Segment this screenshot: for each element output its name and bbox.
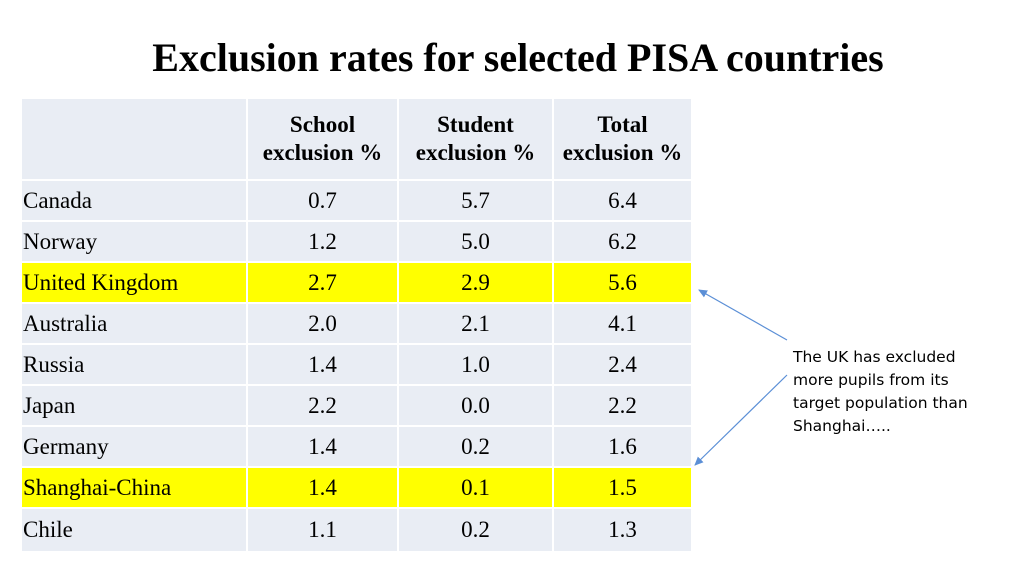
- school-exclusion-cell: 1.4: [248, 427, 397, 466]
- school-exclusion-cell: 1.4: [248, 468, 397, 507]
- student-exclusion-cell: 5.7: [399, 181, 552, 220]
- total-exclusion-cell: 2.4: [554, 345, 691, 384]
- header-student-exclusion: Student exclusion %: [399, 99, 552, 179]
- student-exclusion-cell: 5.0: [399, 222, 552, 261]
- student-exclusion-cell: 0.2: [399, 427, 552, 466]
- student-exclusion-cell: 2.1: [399, 304, 552, 343]
- table-row: Germany 1.4 0.2 1.6: [22, 427, 691, 466]
- student-exclusion-cell: 2.9: [399, 263, 552, 302]
- country-cell: Shanghai-China: [22, 468, 246, 507]
- arrow-to-shanghai-row: [694, 374, 788, 466]
- student-exclusion-cell: 1.0: [399, 345, 552, 384]
- table-row: Shanghai-China 1.4 0.1 1.5: [22, 468, 691, 507]
- table-row: Australia 2.0 2.1 4.1: [22, 304, 691, 343]
- school-exclusion-cell: 0.7: [248, 181, 397, 220]
- country-cell: Russia: [22, 345, 246, 384]
- school-exclusion-cell: 1.1: [248, 509, 397, 551]
- school-exclusion-cell: 2.7: [248, 263, 397, 302]
- total-exclusion-cell: 1.5: [554, 468, 691, 507]
- header-total-exclusion: Total exclusion %: [554, 99, 691, 179]
- header-empty: [22, 99, 246, 179]
- school-exclusion-cell: 1.2: [248, 222, 397, 261]
- total-exclusion-cell: 6.2: [554, 222, 691, 261]
- table-row: Russia 1.4 1.0 2.4: [22, 345, 691, 384]
- country-cell: Japan: [22, 386, 246, 425]
- arrow-to-uk-row: [698, 289, 788, 341]
- table-header-row: School exclusion % Student exclusion % T…: [22, 99, 691, 179]
- table-row: Norway 1.2 5.0 6.2: [22, 222, 691, 261]
- total-exclusion-cell: 6.4: [554, 181, 691, 220]
- student-exclusion-cell: 0.2: [399, 509, 552, 551]
- country-cell: Chile: [22, 509, 246, 551]
- country-cell: Australia: [22, 304, 246, 343]
- total-exclusion-cell: 2.2: [554, 386, 691, 425]
- country-cell: Norway: [22, 222, 246, 261]
- slide-title: Exclusion rates for selected PISA countr…: [152, 35, 884, 80]
- table-row: Chile 1.1 0.2 1.3: [22, 509, 691, 551]
- header-school-exclusion: School exclusion %: [248, 99, 397, 179]
- school-exclusion-cell: 2.0: [248, 304, 397, 343]
- country-cell: United Kingdom: [22, 263, 246, 302]
- student-exclusion-cell: 0.0: [399, 386, 552, 425]
- callout-text: The UK has excluded more pupils from its…: [793, 348, 968, 435]
- school-exclusion-cell: 1.4: [248, 345, 397, 384]
- total-exclusion-cell: 5.6: [554, 263, 691, 302]
- table-row: United Kingdom 2.7 2.9 5.6: [22, 263, 691, 302]
- table-row: Canada 0.7 5.7 6.4: [22, 181, 691, 220]
- total-exclusion-cell: 1.6: [554, 427, 691, 466]
- exclusion-table: School exclusion % Student exclusion % T…: [20, 97, 693, 553]
- school-exclusion-cell: 2.2: [248, 386, 397, 425]
- total-exclusion-cell: 1.3: [554, 509, 691, 551]
- student-exclusion-cell: 0.1: [399, 468, 552, 507]
- country-cell: Germany: [22, 427, 246, 466]
- table-row: Japan 2.2 0.0 2.2: [22, 386, 691, 425]
- total-exclusion-cell: 4.1: [554, 304, 691, 343]
- country-cell: Canada: [22, 181, 246, 220]
